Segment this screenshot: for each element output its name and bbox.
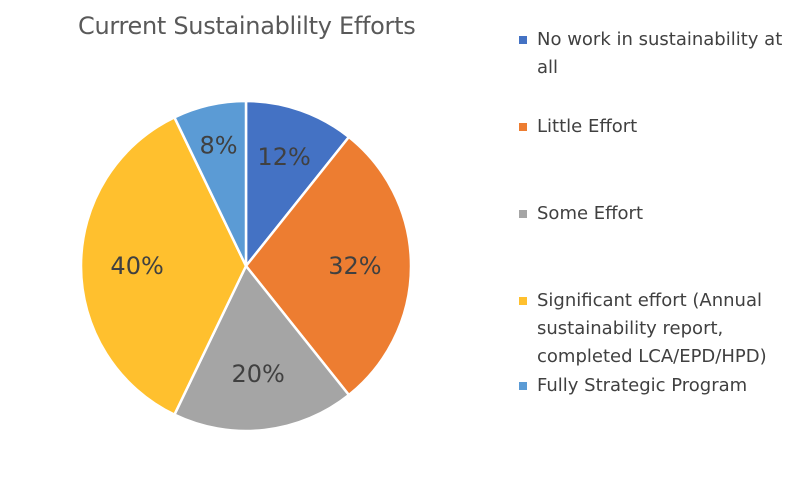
legend-label-little-effort: Little Effort [537, 116, 638, 137]
legend-swatch-some-effort [519, 210, 527, 218]
legend-label-no-work: No work in sustainability at all [537, 29, 783, 78]
legend-label-fully-strategic: Fully Strategic Program [537, 375, 748, 396]
pie-slice-no-work [244, 99, 351, 268]
data-label-little-effort: 32% [328, 252, 381, 280]
data-label-some-effort: 20% [232, 360, 285, 388]
pie-chart: 12% 32% 20% 40% 8% [79, 99, 413, 433]
legend-item-some-effort: Some Effort [519, 200, 789, 228]
pie-data-labels: 12% 32% 20% 40% 8% [110, 131, 381, 388]
data-label-no-work: 12% [257, 143, 310, 171]
pie-slices [79, 99, 413, 433]
legend-swatch-fully-strategic [519, 382, 527, 390]
legend-item-no-work: No work in sustainability at all [519, 26, 789, 82]
legend-item-significant-effort: Significant effort (Annual sustainabilit… [519, 287, 789, 371]
data-label-significant-effort: 40% [110, 252, 163, 280]
data-label-fully-strategic: 8% [199, 131, 237, 159]
pie-slice-significant-effort [79, 116, 248, 416]
legend-swatch-significant-effort [519, 297, 527, 305]
legend-item-fully-strategic: Fully Strategic Program [519, 372, 789, 400]
legend-swatch-no-work [519, 36, 527, 44]
chart-title: Current Sustainablilty Efforts [78, 12, 416, 40]
pie-slice-some-effort [173, 264, 351, 433]
legend-label-significant-effort: Significant effort (Annual sustainabilit… [537, 290, 767, 367]
legend-swatch-little-effort [519, 123, 527, 131]
legend-label-some-effort: Some Effort [537, 203, 644, 224]
legend-item-little-effort: Little Effort [519, 113, 789, 141]
pie-slice-little-effort [244, 135, 413, 397]
pie-slice-fully-strategic [173, 99, 248, 268]
